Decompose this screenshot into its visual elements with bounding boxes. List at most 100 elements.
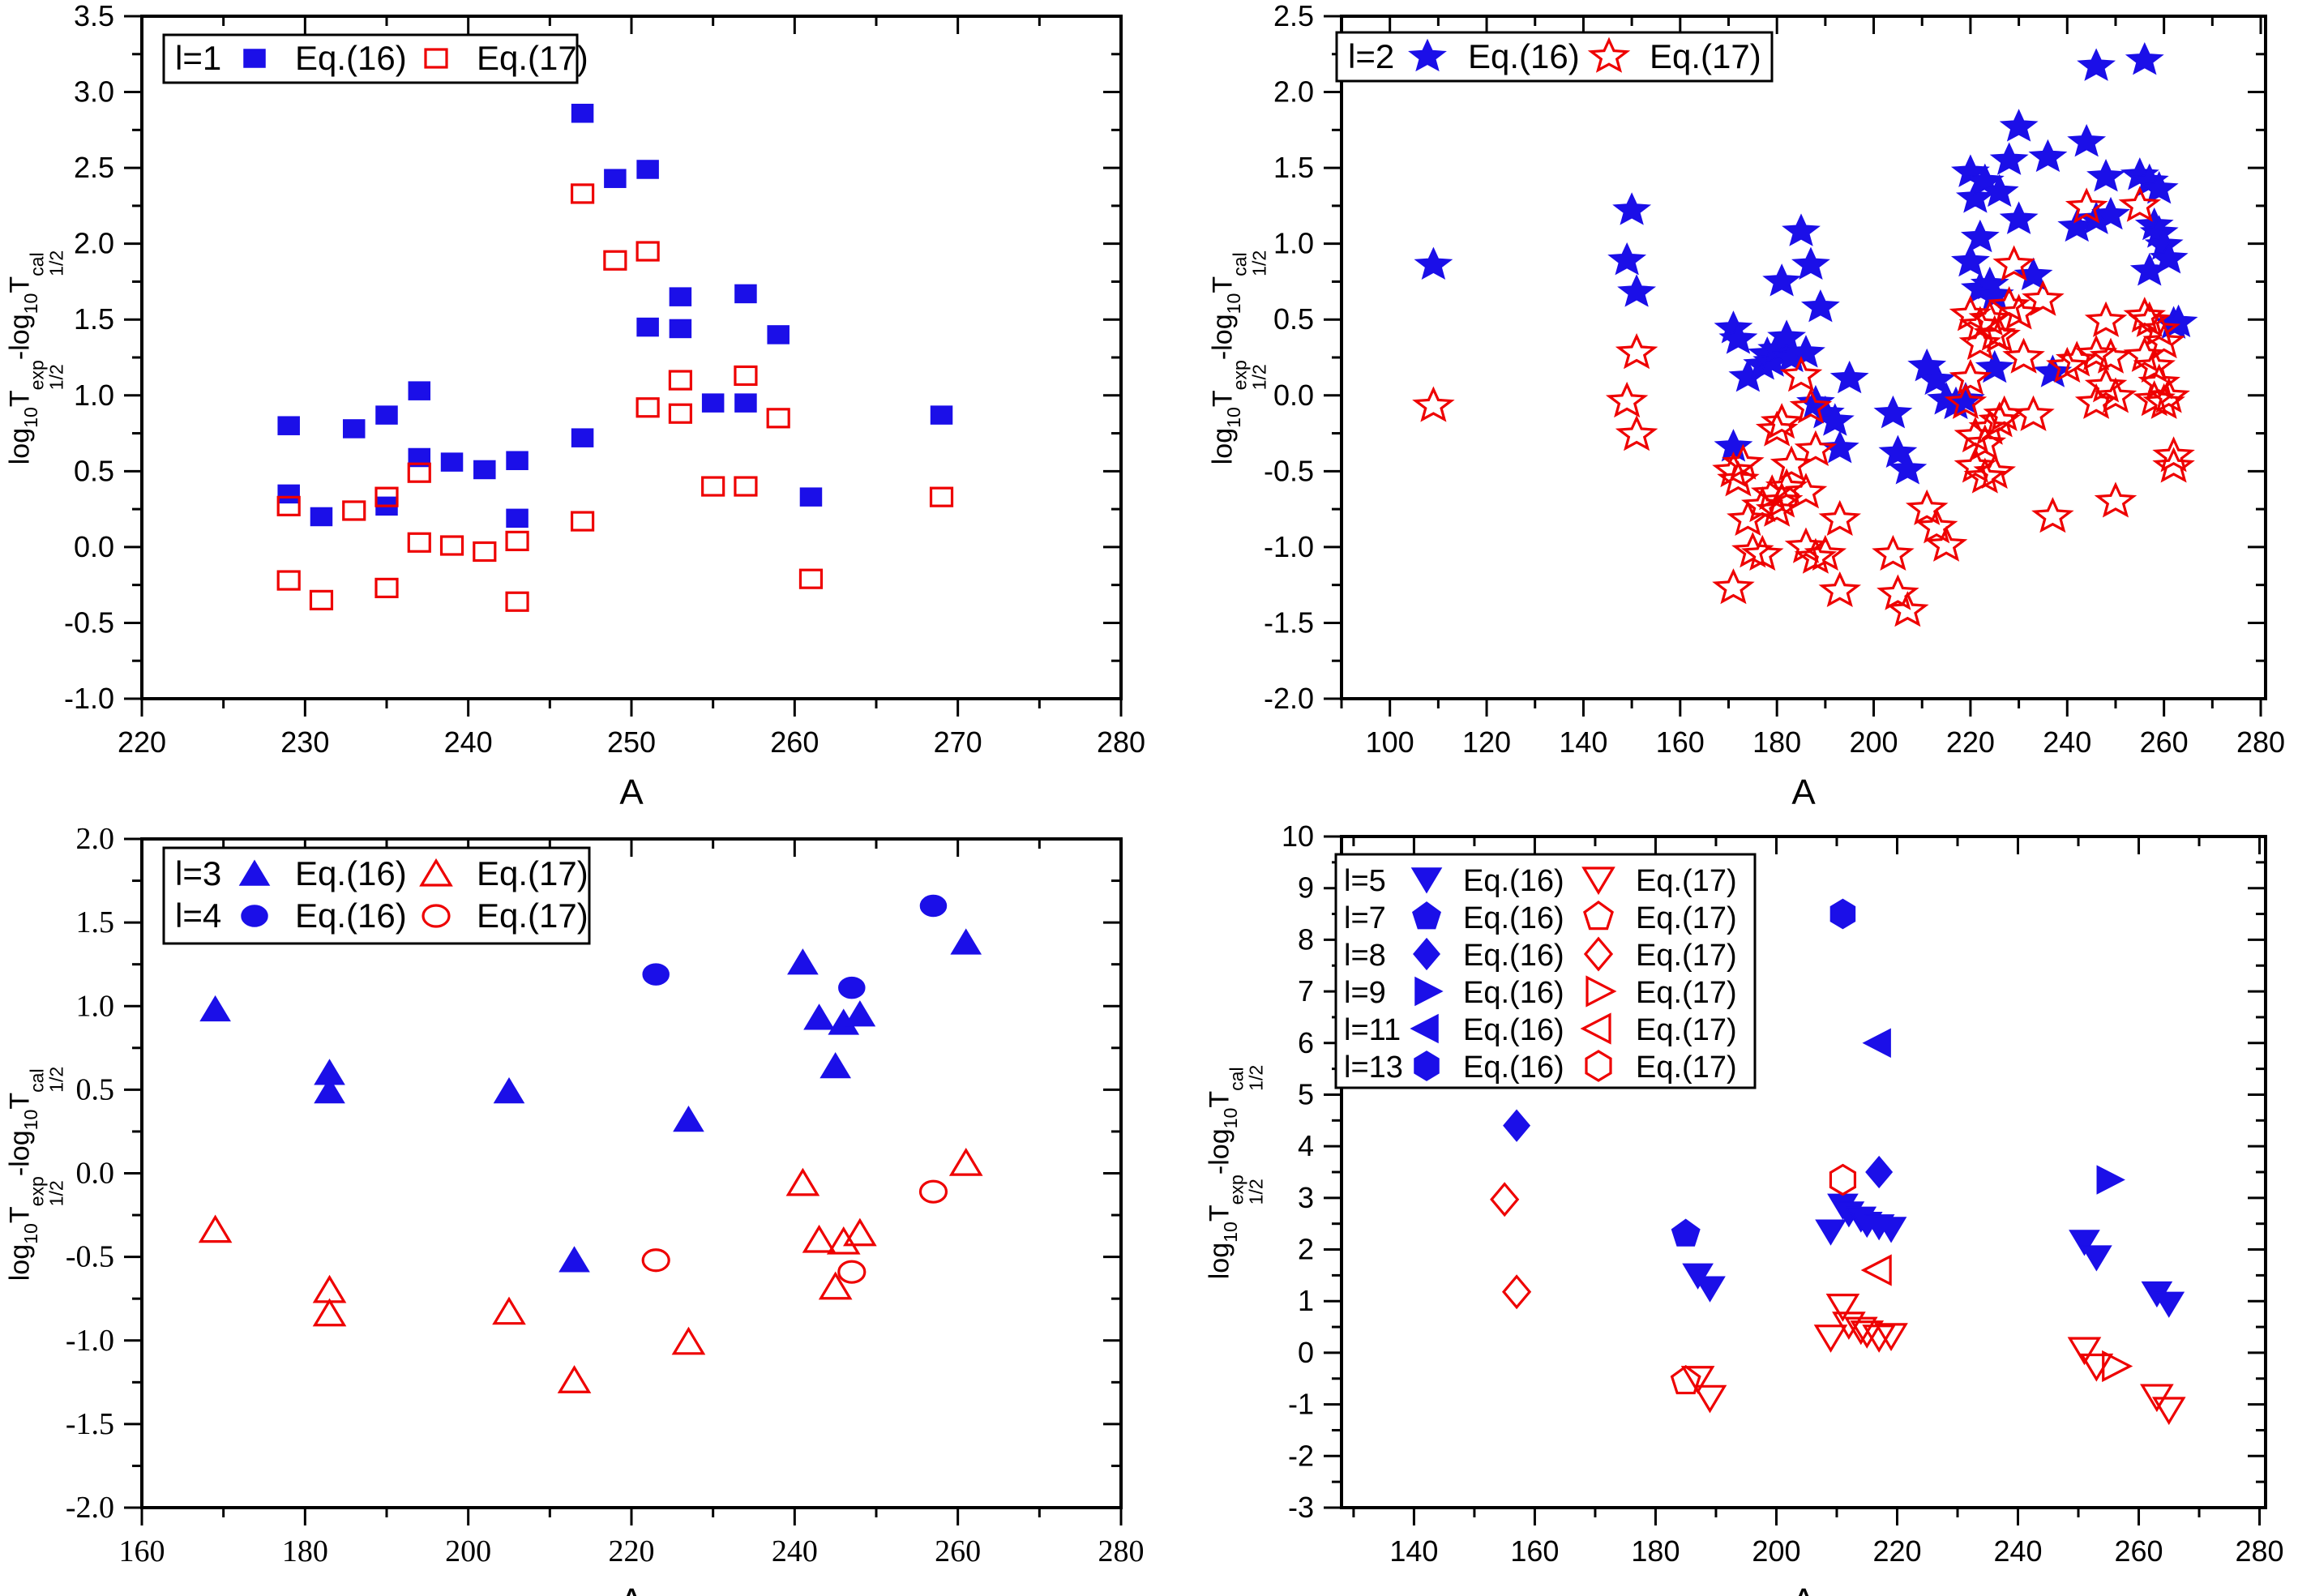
- data-point: [929, 486, 954, 507]
- legend-eq16-label: Eq.(16): [1463, 1013, 1564, 1047]
- tick-label: 100: [1366, 725, 1414, 759]
- series-l-4-eq-16-: [642, 894, 948, 999]
- data-point: [803, 1003, 835, 1030]
- data-point: [1718, 321, 1758, 354]
- data-point: [1944, 383, 1988, 419]
- data-point: [2096, 1165, 2125, 1195]
- data-point: [2151, 1397, 2186, 1426]
- data-point: [473, 541, 497, 563]
- data-point: [1804, 534, 1847, 571]
- tick-label: 1.0: [1273, 227, 1314, 260]
- pentagon-open-icon: [1583, 901, 1614, 931]
- data-point: [557, 1365, 592, 1393]
- data-point: [1825, 1293, 1860, 1322]
- data-point: [1694, 1276, 1726, 1303]
- legend-eq17-label: Eq.(17): [1636, 1050, 1737, 1085]
- data-point: [1787, 335, 1825, 368]
- data-point: [734, 476, 758, 497]
- tick-label: 3.0: [74, 75, 114, 109]
- x-axis-label: A: [619, 1581, 644, 1596]
- legend-box: [162, 33, 579, 84]
- data-point: [276, 570, 301, 591]
- tick-label: -2.0: [66, 1491, 114, 1525]
- tick-label: 260: [2114, 1534, 2163, 1568]
- tick-label: 200: [1850, 725, 1898, 759]
- legend-l-label: l=13: [1344, 1050, 1403, 1085]
- triangle-down-open-icon: [1581, 866, 1615, 896]
- legend-eq17-label: Eq.(17): [477, 896, 588, 935]
- star-open-icon: [1587, 36, 1631, 73]
- data-point: [1978, 316, 2021, 353]
- triangle-right-filled-icon: [1414, 976, 1444, 1007]
- data-point: [2125, 41, 2164, 75]
- legend-eq17-label: Eq.(17): [1636, 939, 1737, 973]
- panel-l1: 220 230 240 250 260 270 280 -1.0 -0.5 0.0 0.5 1.0 1.…: [64, 0, 1145, 812]
- series-l-3-eq-17-: [198, 1148, 983, 1393]
- tick-label: 0.5: [1273, 302, 1314, 336]
- data-point: [2084, 366, 2128, 403]
- data-point: [1876, 574, 1919, 610]
- tick-label: -1.0: [66, 1324, 114, 1358]
- data-point: [310, 507, 333, 527]
- data-point: [1712, 568, 1755, 605]
- data-point: [1779, 356, 1823, 392]
- data-point: [1741, 534, 1784, 571]
- tick-label: 260: [935, 1534, 981, 1568]
- data-point: [1503, 1109, 1531, 1142]
- data-point: [1612, 192, 1652, 225]
- data-point: [312, 1298, 347, 1327]
- data-point: [1886, 591, 1929, 627]
- data-point: [837, 1260, 867, 1284]
- data-point: [374, 577, 399, 599]
- data-point: [493, 1076, 525, 1104]
- legend-eq17-label: Eq.(17): [477, 854, 588, 892]
- legend-eq17-label: Eq.(17): [1636, 1013, 1737, 1047]
- tick-label: 6: [1298, 1026, 1314, 1059]
- series-l-9-eq-16-: [2096, 1165, 2125, 1195]
- legend-l-label: l=7: [1344, 901, 1386, 935]
- data-point: [2139, 171, 2179, 204]
- tick-label: 240: [2043, 725, 2091, 759]
- data-point: [1607, 242, 1647, 276]
- data-point: [669, 319, 692, 339]
- data-point: [799, 487, 823, 507]
- tick-label: 7: [1298, 974, 1314, 1008]
- legend-eq17-label: Eq.(17): [1636, 976, 1737, 1010]
- tick-label: 1.5: [1273, 151, 1314, 184]
- legend-eq16-label: Eq.(16): [1463, 901, 1564, 935]
- tick-label: 200: [445, 1534, 491, 1568]
- data-point: [1829, 1163, 1857, 1196]
- data-point: [2074, 334, 2118, 371]
- tick-label: 2.5: [1273, 0, 1314, 32]
- tick-label: 230: [280, 725, 329, 759]
- ellipse-open-icon: [422, 904, 451, 928]
- triangle-down-filled-icon: [1410, 867, 1443, 894]
- data-point: [1949, 295, 1992, 332]
- legend-eq16-label: Eq.(16): [295, 896, 407, 935]
- legend-box: [1335, 31, 1774, 83]
- data-point: [2012, 395, 2055, 431]
- tick-label: 1.5: [74, 302, 114, 336]
- data-point: [641, 1248, 670, 1273]
- data-point: [843, 1217, 877, 1247]
- tick-label: 3.5: [74, 0, 114, 32]
- data-point: [1818, 499, 1862, 537]
- tick-label: -0.5: [64, 605, 114, 639]
- tick-label: 220: [609, 1534, 655, 1568]
- tick-label: 220: [118, 725, 166, 759]
- series-l-9-eq-17-: [2102, 1350, 2133, 1383]
- triangle-up-filled-icon: [238, 859, 271, 886]
- legend-l1: l=1 Eq.(16) Eq.(17): [162, 33, 588, 84]
- panel-l3l4: 160 180 200 220 240 260 280 -2.0 -1.5 -1.0 -0.5 0.0…: [66, 822, 1145, 1596]
- diamond-filled-icon: [1413, 937, 1440, 971]
- data-point: [1712, 451, 1755, 488]
- data-point: [374, 486, 399, 507]
- legend-eq16-label: Eq.(16): [1463, 1050, 1564, 1085]
- tick-label: 260: [2140, 725, 2189, 759]
- data-point: [701, 393, 725, 413]
- data-point: [1412, 386, 1455, 422]
- data-point: [440, 452, 464, 472]
- data-point: [1979, 173, 2019, 208]
- series-l-3-eq-16-: [199, 928, 982, 1273]
- data-point: [668, 403, 693, 424]
